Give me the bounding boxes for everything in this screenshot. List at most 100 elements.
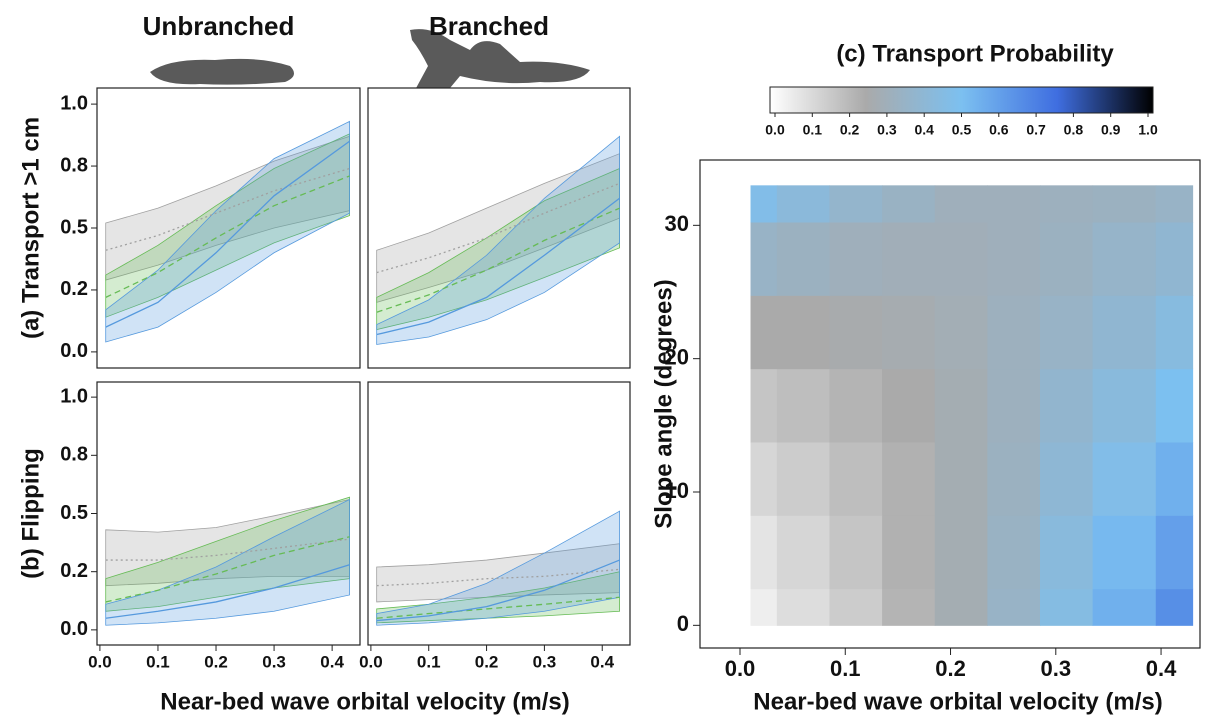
- x-tick-label: 0.2: [475, 652, 499, 671]
- x-tick-label: 0.3: [1040, 656, 1071, 681]
- heat-cell: [987, 295, 1040, 369]
- heat-cell: [777, 222, 830, 296]
- colorbar-tick-label: 0.1: [803, 122, 823, 138]
- heat-cell: [1156, 515, 1193, 589]
- heat-cell: [987, 589, 1040, 626]
- heat-cell: [882, 222, 935, 296]
- y-axis-label: Slope angle (degrees): [650, 279, 677, 528]
- heat-cell: [1156, 222, 1193, 296]
- heat-cell: [987, 515, 1040, 589]
- y-tick-label: 0.8: [60, 154, 88, 176]
- colorbar: [770, 87, 1153, 113]
- x-tick-label: 0.2: [935, 656, 966, 681]
- heat-cell: [777, 515, 830, 589]
- heat-cell: [777, 185, 830, 222]
- x-axis-label: Near-bed wave orbital velocity (m/s): [160, 688, 569, 715]
- heat-cell: [987, 442, 1040, 516]
- heat-cell: [882, 442, 935, 516]
- heat-cell: [777, 295, 830, 369]
- heat-cell: [1040, 589, 1093, 626]
- y-axis-label: (a) Transport >1 cm: [17, 117, 44, 339]
- column-title: Unbranched: [143, 11, 295, 41]
- heat-cell: [1156, 369, 1193, 443]
- heat-cell: [829, 589, 882, 626]
- y-tick-label: 1.0: [60, 385, 88, 407]
- x-tick-label: 0.0: [88, 652, 112, 671]
- y-tick-label: 0: [677, 611, 689, 636]
- heat-cell: [987, 369, 1040, 443]
- x-axis-label: Near-bed wave orbital velocity (m/s): [753, 688, 1162, 715]
- colorbar-tick-label: 0.3: [877, 122, 897, 138]
- colorbar-tick-label: 0.8: [1064, 122, 1084, 138]
- heat-cell: [1156, 185, 1193, 222]
- heat-cell: [751, 589, 778, 626]
- colorbar-tick-label: 0.0: [765, 122, 785, 138]
- heat-cell: [935, 185, 988, 222]
- y-tick-label: 0.5: [60, 216, 88, 238]
- heat-cell: [751, 295, 778, 369]
- heat-cell: [987, 185, 1040, 222]
- heat-cell: [1040, 515, 1093, 589]
- heat-cell: [935, 515, 988, 589]
- heat-cell: [1156, 295, 1193, 369]
- heat-cell: [829, 185, 882, 222]
- y-tick-label: 30: [665, 211, 689, 236]
- heat-cell: [1093, 369, 1157, 443]
- heat-cell: [882, 589, 935, 626]
- x-tick-label: 0.2: [204, 652, 228, 671]
- y-axis-label: (b) Flipping: [17, 448, 44, 579]
- y-tick-label: 0.2: [60, 560, 88, 582]
- heat-cell: [1093, 185, 1157, 222]
- heat-cell: [777, 369, 830, 443]
- colorbar-tick-label: 0.2: [840, 122, 860, 138]
- x-tick-label: 0.0: [725, 656, 756, 681]
- heat-cell: [1093, 442, 1157, 516]
- x-tick-label: 0.3: [533, 652, 557, 671]
- heat-cell: [882, 515, 935, 589]
- heat-cell: [1040, 185, 1093, 222]
- heat-cell: [829, 222, 882, 296]
- heat-cell: [777, 589, 830, 626]
- y-tick-label: 1.0: [60, 92, 88, 114]
- colorbar-tick-label: 1.0: [1138, 122, 1158, 138]
- heat-cell: [751, 185, 778, 222]
- y-tick-label: 0.2: [60, 278, 88, 300]
- y-tick-label: 0.5: [60, 502, 88, 524]
- y-tick-label: 0.8: [60, 444, 88, 466]
- x-tick-label: 0.4: [320, 652, 344, 671]
- heat-cell: [1156, 589, 1193, 626]
- y-tick-label: 0.0: [60, 618, 88, 640]
- colorbar-tick-label: 0.4: [914, 122, 934, 138]
- heat-cell: [829, 369, 882, 443]
- heat-cell: [751, 222, 778, 296]
- heat-cell: [1040, 442, 1093, 516]
- heat-cell: [882, 295, 935, 369]
- x-tick-label: 0.4: [590, 652, 614, 671]
- x-tick-label: 0.0: [359, 652, 383, 671]
- heat-cell: [777, 442, 830, 516]
- heat-cell: [1093, 295, 1157, 369]
- heat-cell: [1040, 295, 1093, 369]
- x-tick-label: 0.4: [1146, 656, 1177, 681]
- x-tick-label: 0.3: [262, 652, 286, 671]
- heat-cell: [1093, 222, 1157, 296]
- colorbar-tick-label: 0.7: [1026, 122, 1046, 138]
- y-tick-label: 0.0: [60, 340, 88, 362]
- x-tick-label: 0.1: [830, 656, 861, 681]
- heat-cell: [1093, 515, 1157, 589]
- heat-cell: [1040, 369, 1093, 443]
- heat-cell: [829, 295, 882, 369]
- heat-cell: [1093, 589, 1157, 626]
- heat-cell: [935, 369, 988, 443]
- heat-cell: [829, 515, 882, 589]
- unbranched-rubble-image: [150, 59, 294, 85]
- heat-cell: [751, 515, 778, 589]
- column-title: Branched: [429, 11, 549, 41]
- x-tick-label: 0.1: [146, 652, 170, 671]
- heat-cell: [829, 442, 882, 516]
- heat-cell: [882, 369, 935, 443]
- heat-cell: [935, 442, 988, 516]
- heat-cell: [751, 442, 778, 516]
- heat-cell: [882, 185, 935, 222]
